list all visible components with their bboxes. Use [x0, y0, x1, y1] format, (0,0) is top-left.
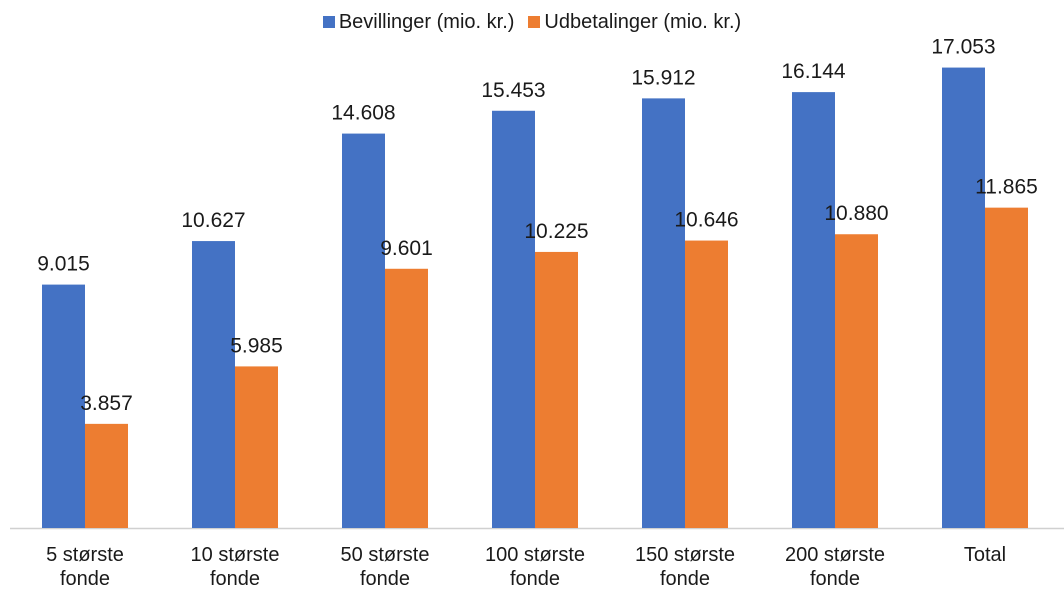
x-tick-label: 200 største [785, 544, 885, 566]
data-label-udbetalinger: 5.985 [230, 334, 283, 357]
data-label-udbetalinger: 9.601 [380, 237, 433, 260]
x-tick-label: fonde [510, 568, 560, 590]
bar-bevillinger [192, 241, 235, 529]
x-tick-label: fonde [360, 568, 410, 590]
data-label-udbetalinger: 10.880 [824, 202, 888, 225]
x-tick-label: 5 største [46, 544, 124, 566]
data-label-udbetalinger: 11.865 [975, 176, 1038, 199]
bar-udbetalinger [985, 207, 1028, 528]
data-label-bevillinger: 14.608 [331, 102, 395, 125]
legend-swatch-udbetalinger [528, 16, 541, 28]
x-tick-label: 10 største [191, 544, 280, 566]
bar-bevillinger [492, 110, 535, 529]
x-tick-label: Total [964, 544, 1006, 566]
bar-bevillinger [42, 284, 85, 528]
x-tick-label: 100 største [485, 544, 585, 566]
x-tick-label: fonde [810, 568, 860, 590]
bar-bevillinger [792, 92, 835, 528]
legend-label-udbetalinger: Udbetalinger (mio. kr.) [544, 10, 742, 33]
data-label-bevillinger: 9.015 [37, 253, 90, 276]
bar-udbetalinger [235, 366, 278, 528]
x-tick-label: fonde [60, 568, 110, 590]
chart-legend: Bevillinger (mio. kr.) Udbetalinger (mio… [0, 8, 1064, 36]
data-label-bevillinger: 15.912 [631, 66, 695, 89]
data-label-udbetalinger: 10.646 [674, 209, 738, 232]
data-label-udbetalinger: 3.857 [80, 392, 133, 415]
data-label-bevillinger: 16.144 [781, 60, 846, 83]
legend-label-bevillinger: Bevillinger (mio. kr.) [338, 10, 515, 33]
bar-udbetalinger [85, 423, 128, 528]
data-label-bevillinger: 17.053 [931, 36, 995, 59]
legend-swatch-bevillinger [322, 16, 335, 28]
data-label-bevillinger: 15.453 [481, 79, 545, 102]
bar-udbetalinger [685, 240, 728, 529]
legend-item-bevillinger: Bevillinger (mio. kr.) [322, 10, 515, 34]
bar-udbetalinger [535, 251, 578, 529]
data-label-bevillinger: 10.627 [181, 209, 245, 232]
x-tick-label: fonde [210, 568, 260, 590]
bar-bevillinger [342, 133, 385, 529]
x-tick-label: fonde [660, 568, 710, 590]
x-tick-label: 150 største [635, 544, 735, 566]
bar-bevillinger [642, 98, 685, 528]
bar-udbetalinger [835, 234, 878, 529]
legend-item-udbetalinger: Udbetalinger (mio. kr.) [528, 11, 741, 34]
bar-udbetalinger [385, 268, 428, 528]
data-label-udbetalinger: 10.225 [524, 220, 588, 243]
bar-bevillinger [942, 67, 985, 528]
x-tick-label: 50 største [341, 544, 430, 566]
